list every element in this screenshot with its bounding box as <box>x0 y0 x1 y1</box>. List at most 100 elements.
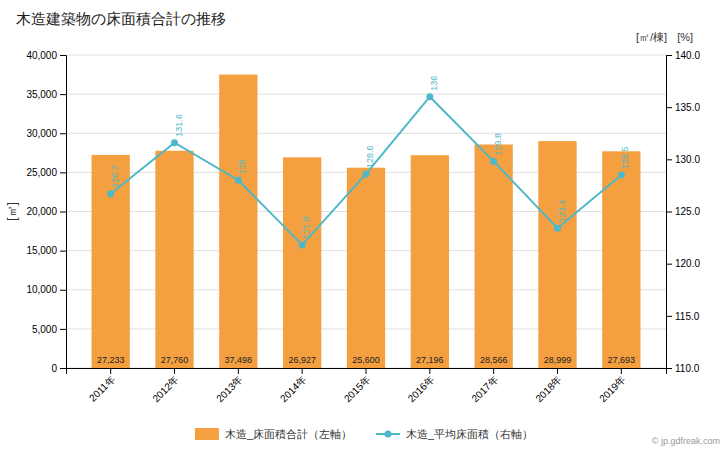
grid-line <box>66 94 666 95</box>
y-tick-label: 15,000 <box>26 245 57 256</box>
chart-svg: 0 5,000 10,000 15,000 20,000 25,000 30,000 35,0… <box>0 0 728 450</box>
bar-series <box>92 75 641 368</box>
line-marker <box>235 177 242 184</box>
bar-label: 28,999 <box>544 355 572 365</box>
y-tick-mark <box>60 133 66 134</box>
y-tick: 10,000 <box>26 284 66 295</box>
y2-tick-label: 110.0 <box>675 363 700 374</box>
x-tick: 2015年 <box>342 368 373 404</box>
line-label: 128.5 <box>620 146 630 169</box>
x-tick: 2012年 <box>150 368 181 404</box>
y-tick: 0 <box>51 363 66 374</box>
line-label: 128.6 <box>365 145 375 168</box>
x-tick-label: 2016年 <box>406 374 437 405</box>
y2-tick: 135.0 <box>666 102 700 113</box>
line-marker <box>171 139 178 146</box>
y-tick-label: 25,000 <box>26 167 57 178</box>
bar-label: 27,693 <box>608 355 636 365</box>
y2-tick-label: 130.0 <box>675 154 700 165</box>
y-axis: 0 5,000 10,000 15,000 20,000 25,000 30,000 35,0… <box>26 50 66 374</box>
x-tick-mark <box>493 368 494 374</box>
y2-tick-mark <box>666 159 672 160</box>
bar-label: 25,600 <box>352 355 380 365</box>
plot-area: 0 5,000 10,000 15,000 20,000 25,000 30,000 35,0… <box>26 50 700 405</box>
x-tick-label: 2019年 <box>597 374 628 405</box>
y-tick-label: 20,000 <box>26 206 57 217</box>
legend-label: 木造_平均床面積（右軸） <box>406 428 533 440</box>
bar-label: 26,927 <box>288 355 316 365</box>
bar <box>475 144 513 368</box>
annotation: © jp.gdfreak.com <box>652 436 720 446</box>
y-tick-mark <box>60 55 66 56</box>
legend-item: 木造_平均床面積（右軸） <box>376 428 533 440</box>
x-tick-mark <box>429 368 430 374</box>
y2-axis-title: [㎡/棟] <box>636 31 667 43</box>
y2-tick-label: 115.0 <box>675 311 700 322</box>
y2-tick-label: 135.0 <box>675 102 700 113</box>
bar-label: 27,196 <box>416 355 444 365</box>
chart-container: 0 5,000 10,000 15,000 20,000 25,000 30,000 35,0… <box>0 0 728 450</box>
y-axis-title: [㎡] <box>5 202 19 221</box>
x-tick: 2017年 <box>469 368 500 404</box>
title: 木造建築物の床面積合計の推移 <box>16 10 226 27</box>
line-label: 136 <box>429 76 439 91</box>
grid-line <box>66 55 666 56</box>
annotation: [%] <box>677 31 693 43</box>
y-tick-mark <box>60 329 66 330</box>
line-marker <box>490 158 497 165</box>
y-tick: 15,000 <box>26 245 66 256</box>
y2-tick-label: 120.0 <box>675 258 700 269</box>
data-labels: 27,23327,76037,49826,92725,60027,19628,5… <box>97 76 635 365</box>
y-tick-label: 10,000 <box>26 284 57 295</box>
y-tick: 40,000 <box>26 50 66 61</box>
x-tick: 2019年 <box>597 368 628 404</box>
line-marker <box>554 225 561 232</box>
line-label: 128 <box>237 159 247 174</box>
line-marker <box>299 241 306 248</box>
y2-tick: 110.0 <box>666 363 700 374</box>
y-tick-mark <box>60 172 66 173</box>
x-tick-label: 2013年 <box>214 374 245 405</box>
y2-axis: 110.0115.0120.0125.0130.0135.0140.0 <box>666 50 700 374</box>
bar <box>92 155 130 368</box>
y-tick: 25,000 <box>26 167 66 178</box>
x-tick: 2013年 <box>214 368 245 404</box>
y-tick-label: 30,000 <box>26 128 57 139</box>
legend: 木造_床面積合計（左軸）木造_平均床面積（右軸） <box>195 428 533 440</box>
x-tick-label: 2012年 <box>150 374 181 405</box>
bar <box>283 157 321 368</box>
grid <box>66 55 666 368</box>
y2-tick-mark <box>666 55 672 56</box>
y-tick-mark <box>60 368 66 369</box>
y-tick-label: 5,000 <box>32 324 57 335</box>
y-tick-label: 35,000 <box>26 89 57 100</box>
x-tick: 2011年 <box>87 368 117 404</box>
y-tick: 30,000 <box>26 128 66 139</box>
x-tick-mark <box>557 368 558 374</box>
line-marker <box>426 93 433 100</box>
y-tick: 20,000 <box>26 206 66 217</box>
bar-label: 37,498 <box>225 355 253 365</box>
y-tick-label: 40,000 <box>26 50 57 61</box>
x-tick: 2014年 <box>278 368 309 404</box>
x-tick: 2018年 <box>533 368 564 404</box>
y2-axis-line <box>667 56 673 369</box>
x-tick-mark <box>110 368 111 374</box>
bar <box>347 168 385 368</box>
bar <box>411 155 449 368</box>
y2-tick: 115.0 <box>666 311 700 322</box>
x-tick: 2016年 <box>406 368 437 404</box>
line-label: 121.8 <box>301 216 311 239</box>
y2-tick: 120.0 <box>666 258 700 269</box>
legend-swatch <box>195 428 219 440</box>
x-tick-label: 2017年 <box>469 374 500 405</box>
marks <box>92 75 641 368</box>
x-axis-line <box>67 369 667 375</box>
y2-tick: 125.0 <box>666 206 700 217</box>
line <box>111 97 622 245</box>
x-tick-mark <box>174 368 175 374</box>
y-tick-mark <box>60 94 66 95</box>
x-tick-label: 2015年 <box>342 374 373 405</box>
y-tick: 5,000 <box>32 324 66 335</box>
line-label: 129.8 <box>493 133 503 156</box>
